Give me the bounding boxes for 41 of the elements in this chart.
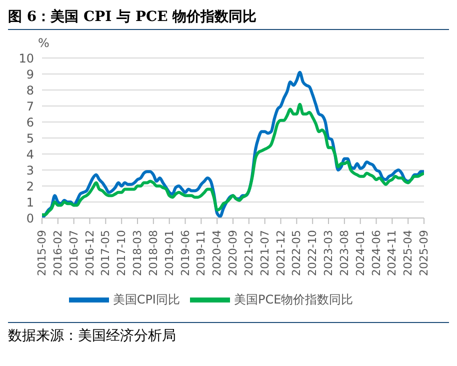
y-tick-label: 1 xyxy=(26,195,34,210)
legend-label: 美国PCE物价指数同比 xyxy=(234,292,354,306)
x-tick-label: 2023-08 xyxy=(338,230,351,276)
x-tick-label: 2022-10 xyxy=(306,230,320,276)
x-tick-label: 2024-06 xyxy=(370,230,383,276)
x-tick-label: 2016-07 xyxy=(67,230,80,276)
x-tick-label: 2020-09 xyxy=(226,230,240,276)
y-tick-label: 9 xyxy=(26,67,34,82)
x-tick-label: 2024-01 xyxy=(354,230,367,276)
y-tick-label: 0 xyxy=(26,211,34,226)
x-tick-label: 2019-11 xyxy=(194,230,208,276)
source-note: 数据来源：美国经济分析局 xyxy=(8,327,177,345)
y-tick-label: 4 xyxy=(26,147,34,162)
x-tick-label: 2024-11 xyxy=(386,230,399,276)
x-tick-label: 2025-04 xyxy=(402,230,415,276)
x-tick-label: 2022-05 xyxy=(290,230,304,276)
y-tick-label: 8 xyxy=(26,83,34,98)
y-tick-label: 7 xyxy=(26,99,34,114)
legend-label: 美国CPI同比 xyxy=(112,292,180,306)
x-tick-label: 2015-09 xyxy=(36,230,48,276)
x-tick-label: 2017-05 xyxy=(99,230,112,276)
x-tick-label: 2019-06 xyxy=(178,230,192,276)
x-tick-label: 2019-01 xyxy=(162,230,176,276)
y-tick-label: 10 xyxy=(18,51,34,66)
x-tick-label: 2020-04 xyxy=(210,230,224,276)
x-tick-label: 2018-03 xyxy=(131,230,144,276)
y-axis-title: % xyxy=(38,36,50,50)
x-tick-label: 2021-02 xyxy=(242,230,256,276)
x-tick-label: 2016-12 xyxy=(83,230,96,276)
y-tick-label: 2 xyxy=(26,179,34,194)
y-tick-label: 5 xyxy=(26,131,34,146)
x-tick-label: 2017-10 xyxy=(115,230,128,276)
x-tick-label: 2025-09 xyxy=(418,230,430,276)
y-tick-label: 6 xyxy=(26,115,34,130)
chart-title: 图 6：美国 CPI 与 PCE 物价指数同比 xyxy=(8,8,449,30)
x-tick-label: 2021-07 xyxy=(258,230,272,276)
x-tick-label: 2021-12 xyxy=(274,230,288,276)
x-tick-label: 2016-02 xyxy=(51,230,64,276)
x-tick-label: 2023-03 xyxy=(322,230,335,276)
x-tick-label: 2018-08 xyxy=(146,230,160,276)
y-tick-label: 3 xyxy=(26,163,34,178)
